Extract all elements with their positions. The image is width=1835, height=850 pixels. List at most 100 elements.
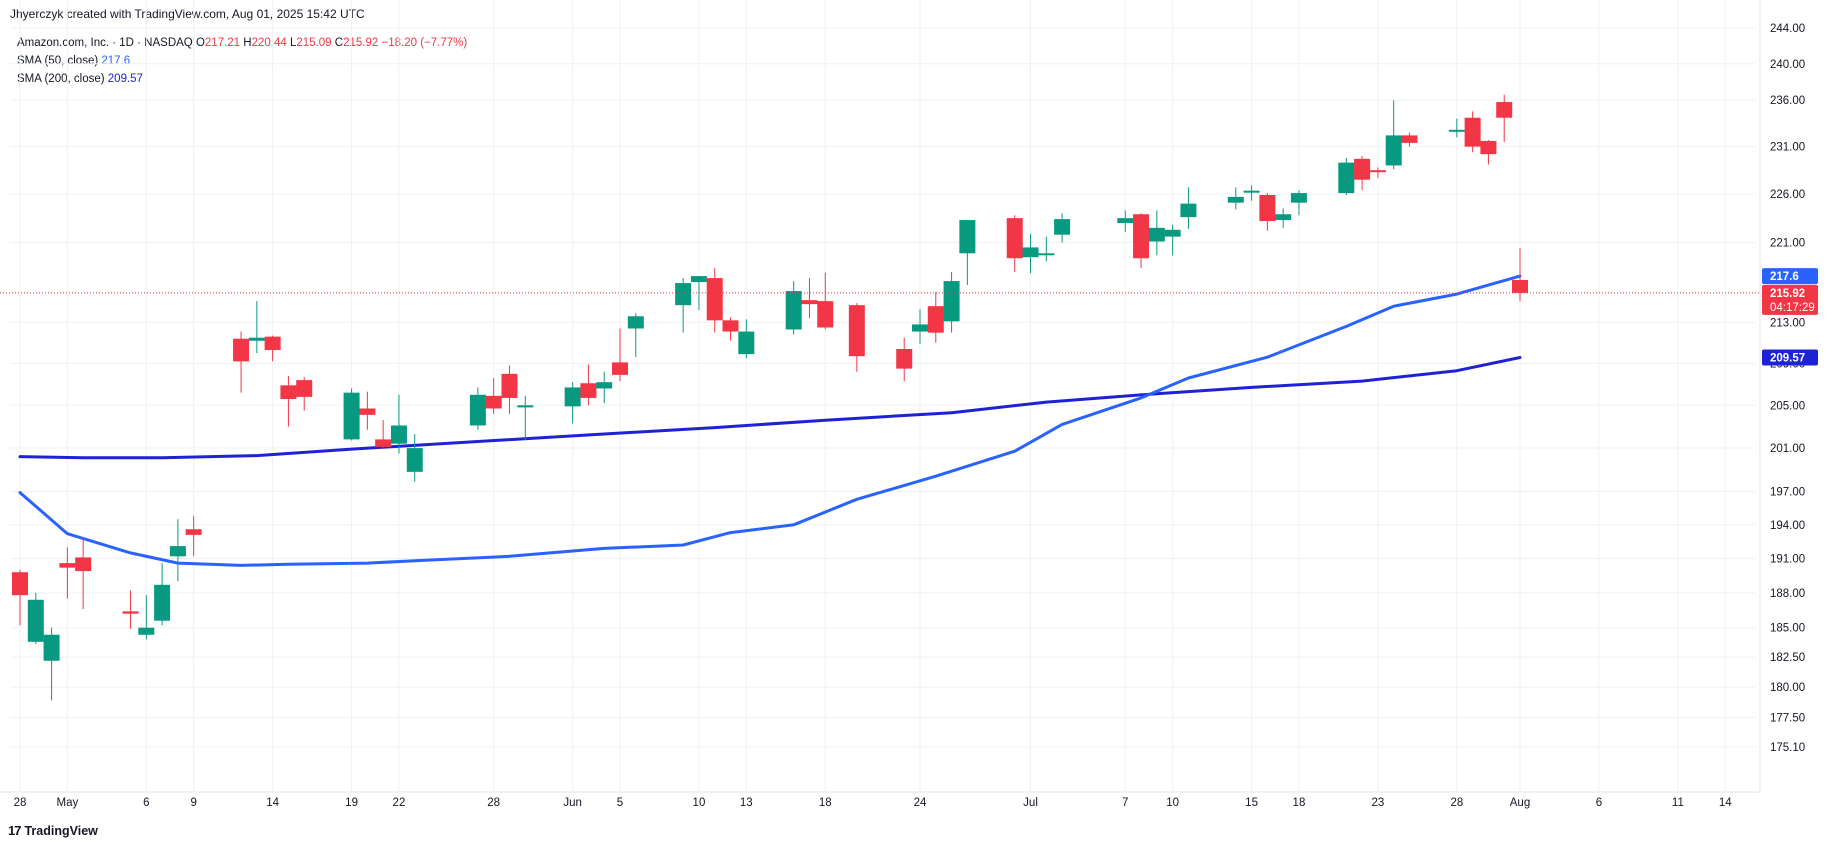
candle-down xyxy=(1480,140,1497,165)
y-tick-label: 185.00 xyxy=(1770,623,1805,635)
y-tick-label: 240.00 xyxy=(1770,59,1805,71)
legend-close-label: C xyxy=(334,37,344,49)
candle-body xyxy=(390,425,407,444)
candle-body xyxy=(817,301,834,328)
candle-body xyxy=(675,283,692,306)
time-axis[interactable]: 28 May 6 9 14 19 22 28 Jun 5 10 13 18 24 Jul 7 10 15 18 23 2… xyxy=(0,791,1760,809)
legend-sma200-value: 209.57 xyxy=(107,73,143,85)
candle-body xyxy=(1401,135,1418,143)
y-tick-label: 244.00 xyxy=(1770,23,1805,35)
y-tick-label: 191.00 xyxy=(1770,554,1805,566)
candle-up xyxy=(1038,236,1055,262)
sma50-price-tag-text: 217.6 xyxy=(1770,271,1799,283)
candle-body xyxy=(43,634,60,661)
candle-up xyxy=(1117,210,1134,232)
candle-body xyxy=(627,316,644,329)
x-tick-label: 6 xyxy=(143,797,149,809)
candle-down xyxy=(12,569,28,626)
candle-body xyxy=(248,337,265,341)
candle-body xyxy=(1259,194,1276,222)
candle-body xyxy=(1164,229,1181,237)
x-tick-label: 7 xyxy=(1122,797,1128,809)
candle-down xyxy=(896,337,913,382)
x-tick-label: 18 xyxy=(819,797,832,809)
candle-down xyxy=(1006,215,1023,273)
candle-down xyxy=(1401,132,1418,147)
candle-body xyxy=(1006,218,1023,259)
candle-up xyxy=(627,313,644,358)
candlestick-series xyxy=(12,94,1528,701)
candle-body xyxy=(406,448,423,472)
candle-down xyxy=(264,335,281,362)
legend-low-label: L xyxy=(290,37,297,49)
tradingview-logo-icon: 17 xyxy=(8,823,22,838)
legend-symbol-title: Amazon.com, Inc. · 1D · NASDAQ xyxy=(17,37,193,49)
y-tick-label: 201.00 xyxy=(1770,443,1805,455)
x-tick-label: 28 xyxy=(14,797,27,809)
candle-down xyxy=(817,272,834,330)
candle-body xyxy=(785,291,802,330)
candle-down xyxy=(706,268,723,333)
x-tick-label: 22 xyxy=(393,797,406,809)
candle-body xyxy=(564,387,581,407)
y-tick-label: 177.50 xyxy=(1770,712,1805,724)
candle-down xyxy=(1464,111,1481,153)
candle-body xyxy=(1275,214,1292,221)
x-tick-label: 14 xyxy=(266,797,279,809)
candle-up xyxy=(564,382,581,424)
candle-up xyxy=(343,388,360,441)
candle-up xyxy=(1243,185,1260,201)
candle-body xyxy=(690,276,707,283)
candle-body xyxy=(1369,170,1386,173)
chart-legend: Amazon.com, Inc. · 1D · NASDAQ O217.21 H… xyxy=(17,34,467,88)
y-tick-label: 226.00 xyxy=(1770,189,1805,201)
candle-up xyxy=(738,319,755,359)
candle-body xyxy=(1385,135,1402,166)
candle-body xyxy=(169,546,186,557)
candle-body xyxy=(12,572,28,596)
x-tick-label: 14 xyxy=(1719,797,1732,809)
candle-up xyxy=(675,278,692,333)
candle-body xyxy=(801,300,818,305)
candle-down xyxy=(1259,193,1276,231)
candle-body xyxy=(75,557,92,572)
tradingview-logo[interactable]: 17 TradingView xyxy=(8,823,98,838)
candle-body xyxy=(927,306,944,333)
candle-down xyxy=(375,420,392,450)
candle-up xyxy=(1227,187,1244,210)
candle-body xyxy=(1133,214,1150,259)
candle-body xyxy=(848,305,865,357)
candle-body xyxy=(912,324,928,332)
candle-body xyxy=(943,281,960,322)
legend-sma200-label: SMA (200, close) xyxy=(17,73,105,85)
candle-up xyxy=(959,220,976,286)
candle-down xyxy=(1133,213,1150,269)
x-tick-label: 10 xyxy=(693,797,706,809)
candle-body xyxy=(1512,279,1528,293)
x-tick-label: Aug xyxy=(1510,797,1530,809)
candle-body xyxy=(1448,129,1465,132)
candle-up xyxy=(1338,157,1355,195)
candle-up xyxy=(1148,210,1165,256)
legend-change-value: −18.20 (−7.77%) xyxy=(381,37,468,49)
candle-body xyxy=(706,278,723,321)
candle-body xyxy=(1480,140,1497,155)
candle-up xyxy=(138,595,155,640)
candle-body xyxy=(1354,158,1371,180)
legend-sma200-row[interactable]: SMA (200, close) 209.57 xyxy=(17,70,467,88)
x-tick-label: 13 xyxy=(740,797,753,809)
candle-body xyxy=(1054,219,1071,235)
candle-body xyxy=(738,331,755,355)
candle-down xyxy=(485,378,502,414)
candle-up xyxy=(1448,118,1465,138)
candle-up xyxy=(390,394,407,454)
x-tick-label: 15 xyxy=(1245,797,1258,809)
x-tick-label: May xyxy=(57,797,79,809)
candle-up xyxy=(43,627,60,701)
x-tick-label: 28 xyxy=(1450,797,1463,809)
candle-up xyxy=(248,301,265,354)
price-axis[interactable]: 244.00 240.00 236.00 231.00 226.00 221.00 213.… xyxy=(1759,0,1805,792)
candle-down xyxy=(296,376,313,411)
y-tick-label: 213.00 xyxy=(1770,317,1805,329)
